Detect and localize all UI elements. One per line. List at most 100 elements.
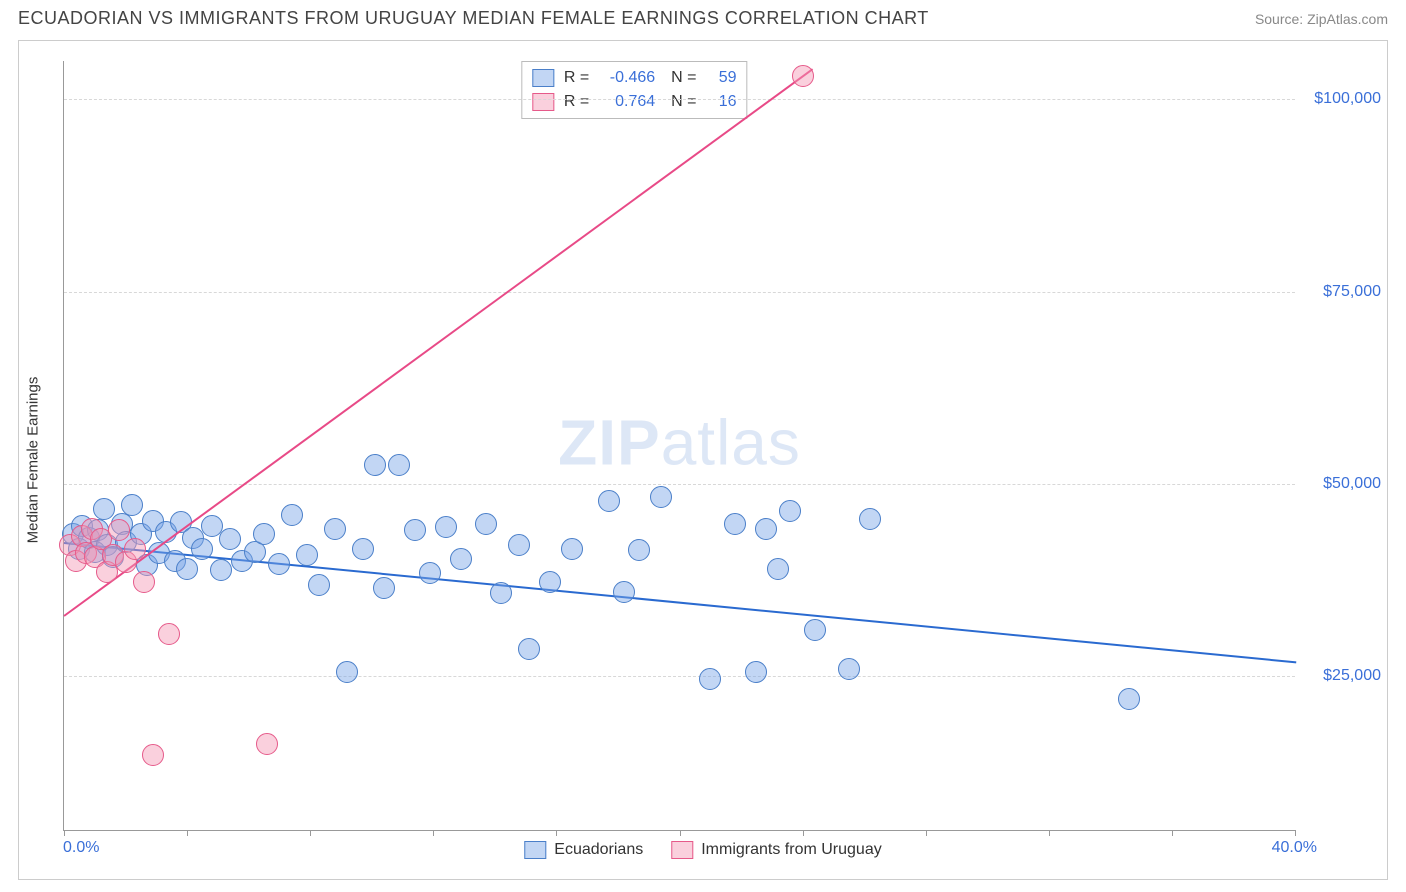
data-point	[253, 523, 275, 545]
data-point	[755, 518, 777, 540]
x-tick	[64, 830, 65, 836]
data-point	[121, 494, 143, 516]
data-point	[838, 658, 860, 680]
x-tick	[1295, 830, 1296, 836]
x-tick	[1049, 830, 1050, 836]
data-point	[191, 538, 213, 560]
n-value: 59	[707, 66, 737, 90]
data-point	[133, 571, 155, 593]
r-label: R =	[564, 66, 589, 90]
stats-legend: R = -0.466 N = 59 R = 0.764 N = 16	[521, 61, 748, 119]
data-point	[219, 528, 241, 550]
data-point	[176, 558, 198, 580]
x-tick	[926, 830, 927, 836]
legend-swatch	[524, 841, 546, 859]
gridline	[64, 292, 1295, 293]
y-axis-label: Median Female Earnings	[25, 377, 42, 544]
watermark-light: atlas	[661, 406, 801, 478]
data-point	[435, 516, 457, 538]
data-point	[508, 534, 530, 556]
data-point	[93, 498, 115, 520]
data-point	[450, 548, 472, 570]
data-point	[1118, 688, 1140, 710]
chart-container: Median Female Earnings ZIPatlas R = -0.46…	[18, 40, 1388, 880]
x-tick	[187, 830, 188, 836]
legend-swatch	[532, 93, 554, 111]
data-point	[388, 454, 410, 476]
data-point	[561, 538, 583, 560]
series-legend-label: Ecuadorians	[554, 841, 643, 859]
data-point	[699, 668, 721, 690]
source-value: ZipAtlas.com	[1307, 11, 1388, 27]
gridline	[64, 484, 1295, 485]
plot-area: ZIPatlas R =-0.466N =59R =0.764N =16 $25…	[63, 61, 1295, 831]
n-label: N =	[671, 90, 696, 114]
x-tick	[433, 830, 434, 836]
data-point	[158, 623, 180, 645]
data-point	[142, 744, 164, 766]
data-point	[859, 508, 881, 530]
data-point	[419, 562, 441, 584]
series-legend: Ecuadorians Immigrants from Uruguay	[524, 841, 881, 859]
data-point	[724, 513, 746, 535]
series-legend-item: Ecuadorians	[524, 841, 643, 859]
n-value: 16	[707, 90, 737, 114]
data-point	[598, 490, 620, 512]
x-tick	[1172, 830, 1173, 836]
data-point	[281, 504, 303, 526]
x-tick	[680, 830, 681, 836]
legend-swatch	[532, 69, 554, 87]
data-point	[745, 661, 767, 683]
n-label: N =	[671, 66, 696, 90]
data-point	[296, 544, 318, 566]
data-point	[518, 638, 540, 660]
watermark-bold: ZIP	[558, 406, 661, 478]
data-point	[650, 486, 672, 508]
chart-title: ECUADORIAN VS IMMIGRANTS FROM URUGUAY ME…	[18, 8, 929, 29]
y-tick-label: $50,000	[1323, 475, 1381, 493]
data-point	[628, 539, 650, 561]
data-point	[336, 661, 358, 683]
gridline	[64, 676, 1295, 677]
data-point	[308, 574, 330, 596]
series-legend-item: Immigrants from Uruguay	[671, 841, 882, 859]
data-point	[539, 571, 561, 593]
data-point	[490, 582, 512, 604]
data-point	[613, 581, 635, 603]
data-point	[475, 513, 497, 535]
data-point	[404, 519, 426, 541]
data-point	[373, 577, 395, 599]
x-tick	[803, 830, 804, 836]
gridline	[64, 99, 1295, 100]
data-point	[210, 559, 232, 581]
stats-legend-row: R = -0.466 N = 59	[532, 66, 737, 90]
source-attribution: Source: ZipAtlas.com	[1255, 11, 1388, 27]
y-tick-label: $25,000	[1323, 667, 1381, 685]
chart-header: ECUADORIAN VS IMMIGRANTS FROM URUGUAY ME…	[0, 0, 1406, 33]
data-point	[324, 518, 346, 540]
data-point	[108, 519, 130, 541]
data-point	[779, 500, 801, 522]
data-point	[364, 454, 386, 476]
x-tick	[556, 830, 557, 836]
data-point	[792, 65, 814, 87]
r-value: 0.764	[599, 90, 655, 114]
x-axis-min-label: 0.0%	[63, 839, 99, 857]
legend-swatch	[671, 841, 693, 859]
source-label: Source:	[1255, 11, 1303, 27]
series-legend-label: Immigrants from Uruguay	[701, 841, 882, 859]
stats-legend-row: R = 0.764 N = 16	[532, 90, 737, 114]
watermark: ZIPatlas	[558, 405, 801, 479]
r-label: R =	[564, 90, 589, 114]
data-point	[767, 558, 789, 580]
data-point	[256, 733, 278, 755]
x-tick	[310, 830, 311, 836]
data-point	[804, 619, 826, 641]
x-axis-max-label: 40.0%	[1272, 839, 1317, 857]
data-point	[268, 553, 290, 575]
data-point	[352, 538, 374, 560]
data-point	[124, 538, 146, 560]
y-tick-label: $100,000	[1314, 90, 1381, 108]
r-value: -0.466	[599, 66, 655, 90]
y-tick-label: $75,000	[1323, 283, 1381, 301]
